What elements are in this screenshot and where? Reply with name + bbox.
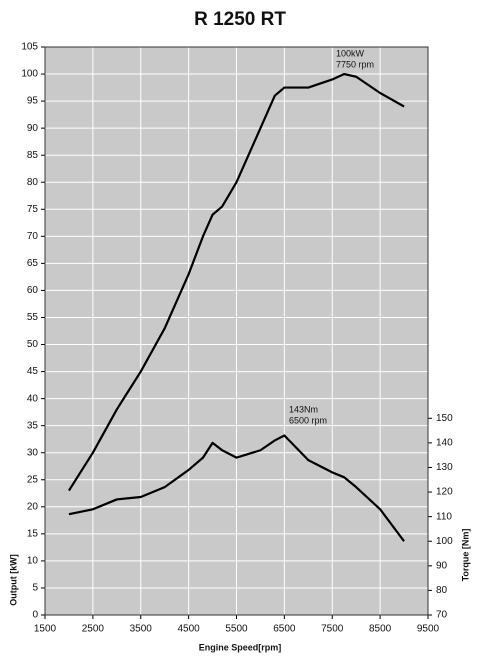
y-tick-label: 10 xyxy=(27,556,39,567)
y-tick-label: 0 xyxy=(32,610,38,621)
y2-tick-label: 140 xyxy=(436,438,453,449)
y-tick-label: 5 xyxy=(32,583,38,594)
line xyxy=(68,72,405,492)
x-tick-label: 8500 xyxy=(369,624,392,635)
plot-frame xyxy=(44,46,429,616)
x-tick-label: 3500 xyxy=(130,624,153,635)
x-tick-label: 4500 xyxy=(178,624,201,635)
y2-tick-label: 150 xyxy=(436,413,453,424)
y-tick-label: 100 xyxy=(21,69,38,80)
y-tick-label: 85 xyxy=(27,150,39,161)
x-tick-label: 9500 xyxy=(417,624,440,635)
y-axis-label: Output [kW] xyxy=(8,554,18,605)
y2-tick-label: 90 xyxy=(436,560,448,571)
annotation: 100kW xyxy=(336,48,365,58)
x-tick-label: 7500 xyxy=(321,624,344,635)
y-tick-label: 55 xyxy=(27,312,39,323)
y-tick-label: 20 xyxy=(27,501,39,512)
y2-tick-label: 100 xyxy=(436,536,453,547)
y-tick-label: 90 xyxy=(27,123,39,134)
chart-title: R 1250 RT xyxy=(194,9,286,30)
y-tick-label: 25 xyxy=(27,474,39,485)
y2-axis-label: Torque [Nm] xyxy=(460,529,470,582)
y-tick-label: 30 xyxy=(27,447,39,458)
y-tick-label: 65 xyxy=(27,258,39,269)
y-tick-label: 40 xyxy=(27,393,39,404)
y-tick-label: 75 xyxy=(27,204,39,215)
y-tick-label: 15 xyxy=(27,528,39,539)
annotation: 6500 rpm xyxy=(289,415,327,425)
x-tick-label: 1500 xyxy=(34,624,57,635)
y-tick-label: 45 xyxy=(27,366,39,377)
y2-tick-label: 130 xyxy=(436,462,453,473)
annotation: 143Nm xyxy=(289,404,318,414)
y2-tick-label: 110 xyxy=(436,511,452,522)
y2-tick-label: 70 xyxy=(436,610,448,621)
annotation: 7750 rpm xyxy=(336,59,374,69)
x-tick-label: 2500 xyxy=(82,624,105,635)
y-tick-label: 50 xyxy=(27,339,39,350)
x-tick-label: 6500 xyxy=(273,624,296,635)
y-tick-label: 80 xyxy=(27,177,39,188)
y-tick-label: 35 xyxy=(27,420,39,431)
y-tick-label: 70 xyxy=(27,231,39,242)
y2-tick-label: 120 xyxy=(436,487,453,498)
line xyxy=(68,434,405,542)
x-axis-label: Engine Speed[rpm] xyxy=(199,642,282,652)
x-tick-label: 5500 xyxy=(225,624,248,635)
y-tick-label: 95 xyxy=(27,96,39,107)
y-tick-label: 105 xyxy=(21,42,38,53)
y2-tick-label: 80 xyxy=(436,585,448,596)
y-tick-label: 60 xyxy=(27,285,39,296)
